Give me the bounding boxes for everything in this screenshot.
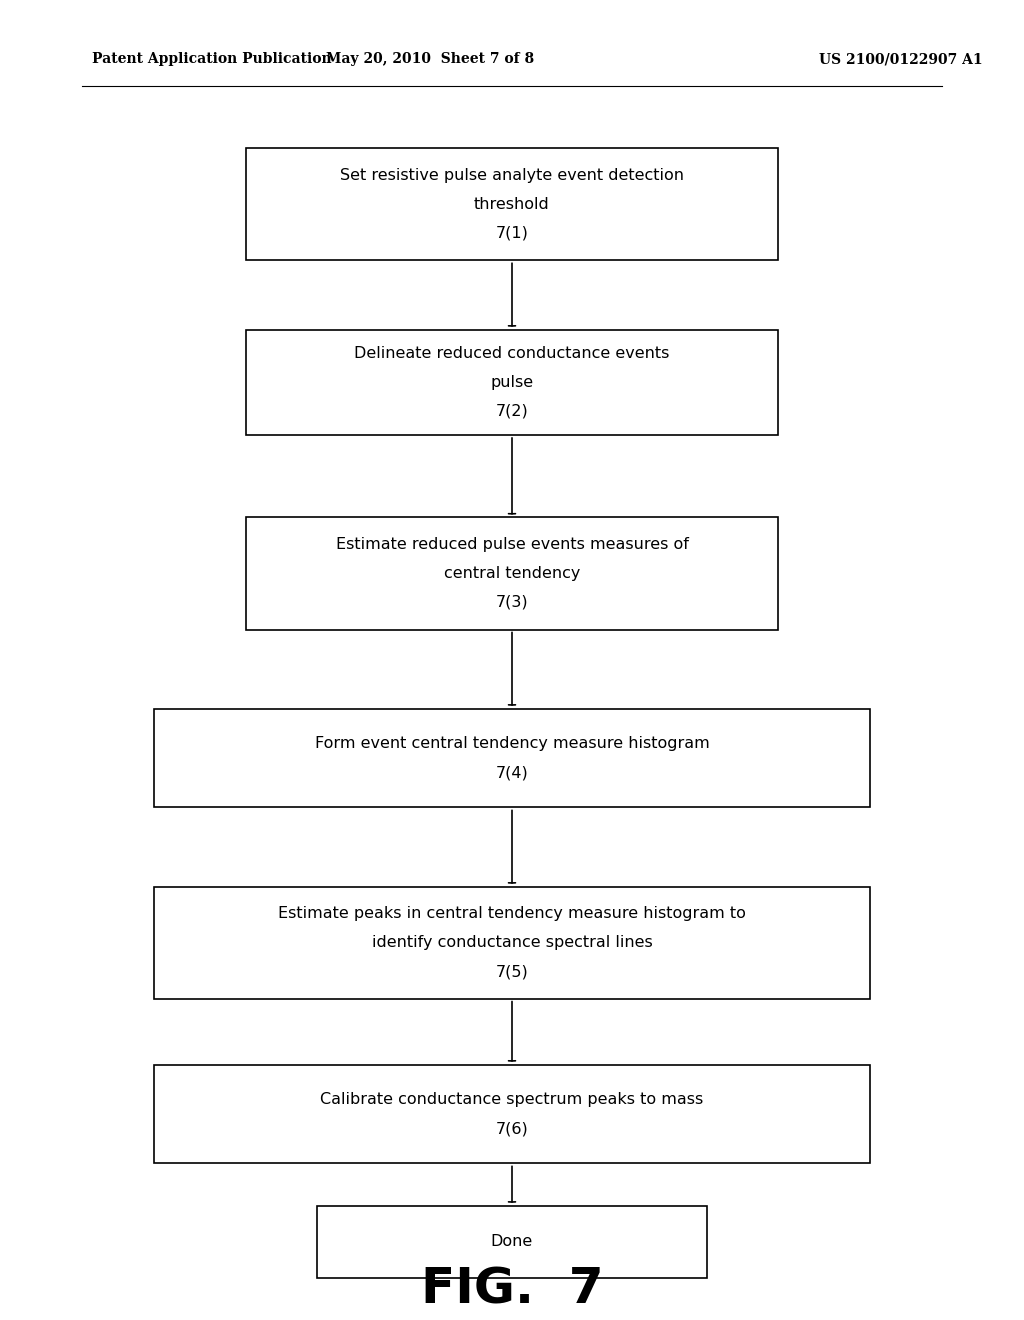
FancyBboxPatch shape	[154, 1064, 870, 1163]
Text: FIG.  7: FIG. 7	[421, 1266, 603, 1313]
FancyBboxPatch shape	[154, 887, 870, 999]
Text: Estimate peaks in central tendency measure histogram to: Estimate peaks in central tendency measu…	[279, 906, 745, 921]
FancyBboxPatch shape	[317, 1205, 707, 1278]
Text: Estimate reduced pulse events measures of: Estimate reduced pulse events measures o…	[336, 537, 688, 552]
Text: Calibrate conductance spectrum peaks to mass: Calibrate conductance spectrum peaks to …	[321, 1092, 703, 1107]
Text: US 2100/0122907 A1: US 2100/0122907 A1	[819, 53, 983, 66]
Text: 7(1): 7(1)	[496, 226, 528, 240]
Text: Patent Application Publication: Patent Application Publication	[92, 53, 332, 66]
Text: 7(5): 7(5)	[496, 964, 528, 979]
Text: Done: Done	[490, 1234, 534, 1250]
FancyBboxPatch shape	[246, 517, 778, 630]
Text: pulse: pulse	[490, 375, 534, 389]
Text: threshold: threshold	[474, 197, 550, 211]
Text: 7(4): 7(4)	[496, 766, 528, 780]
FancyBboxPatch shape	[154, 709, 870, 808]
Text: 7(2): 7(2)	[496, 404, 528, 418]
Text: 7(6): 7(6)	[496, 1121, 528, 1137]
FancyBboxPatch shape	[246, 148, 778, 260]
FancyBboxPatch shape	[246, 330, 778, 436]
Text: Delineate reduced conductance events: Delineate reduced conductance events	[354, 346, 670, 360]
Text: identify conductance spectral lines: identify conductance spectral lines	[372, 935, 652, 950]
Text: Set resistive pulse analyte event detection: Set resistive pulse analyte event detect…	[340, 168, 684, 183]
Text: 7(3): 7(3)	[496, 595, 528, 610]
Text: Form event central tendency measure histogram: Form event central tendency measure hist…	[314, 737, 710, 751]
Text: May 20, 2010  Sheet 7 of 8: May 20, 2010 Sheet 7 of 8	[326, 53, 535, 66]
Text: central tendency: central tendency	[443, 566, 581, 581]
